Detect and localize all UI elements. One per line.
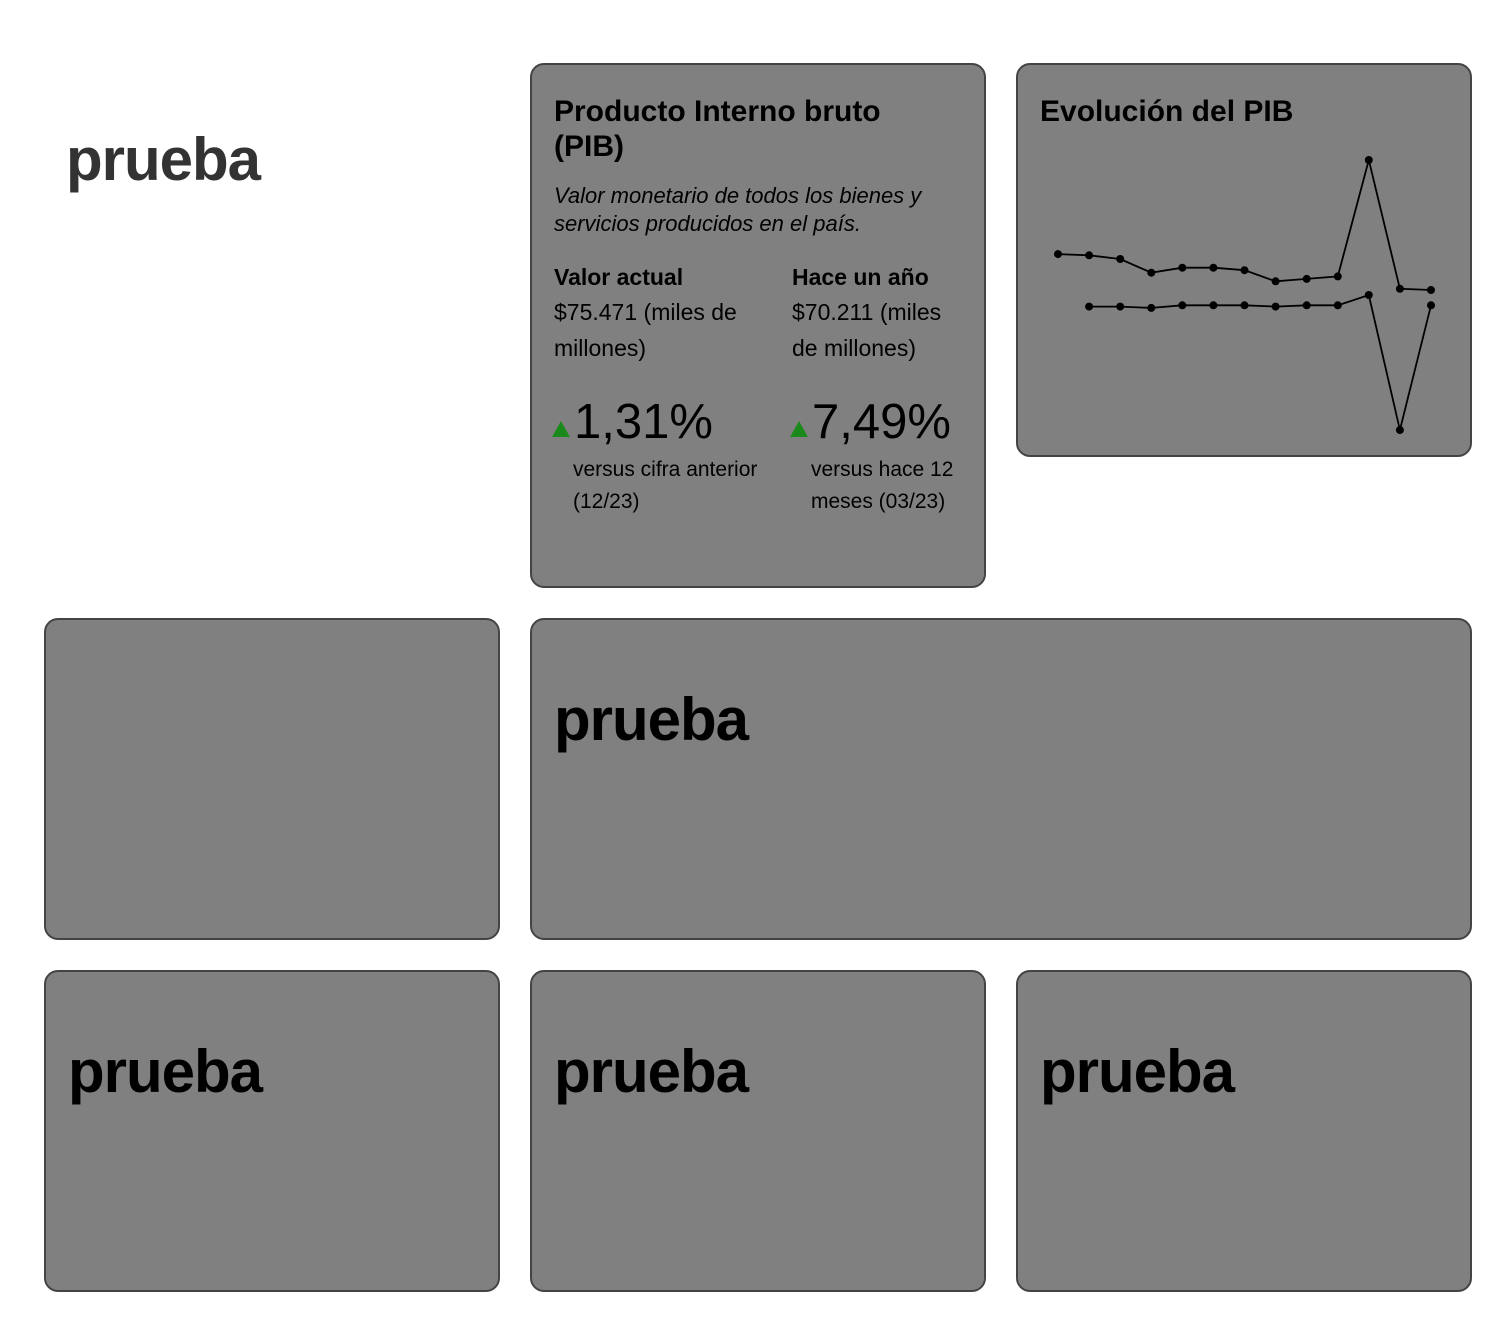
- bottom-left-panel: prueba: [44, 970, 500, 1292]
- chart-title: Evolución del PIB: [1040, 95, 1294, 128]
- series-1-point: [1364, 156, 1373, 164]
- current-change-block: 1,31% versus cifra anterior (12/23): [552, 395, 782, 518]
- series-2-point: [1364, 291, 1373, 299]
- bottom-mid-panel: prueba: [530, 970, 986, 1292]
- series-2-point: [1240, 301, 1249, 310]
- wide-panel: prueba: [530, 618, 1472, 940]
- up-arrow-icon: [552, 421, 570, 437]
- series-2-line: [1089, 293, 1432, 431]
- bottom-right-panel-title: prueba: [1040, 1038, 1235, 1105]
- series-2-point: [1147, 303, 1156, 312]
- series-1-point: [1271, 277, 1280, 286]
- current-change-note: versus cifra anterior (12/23): [573, 458, 758, 513]
- series-1-point: [1395, 284, 1404, 293]
- bottom-mid-panel-title: prueba: [554, 1038, 749, 1105]
- empty-panel: [44, 618, 500, 940]
- series-1-point: [1333, 272, 1342, 281]
- series-2-point: [1271, 302, 1280, 311]
- series-2-point: [1116, 302, 1125, 311]
- pib-chart-card: Evolución del PIB: [1016, 63, 1472, 457]
- current-value-column: Valor actual $75.471 (miles de millones): [554, 262, 774, 366]
- year-change-note: versus hace 12 meses (03/23): [811, 458, 954, 513]
- series-2-point: [1395, 426, 1404, 434]
- series-1-point: [1054, 250, 1062, 259]
- year-ago-column: Hace un año $70.211 (miles de millones): [792, 262, 972, 366]
- series-2-point: [1427, 301, 1435, 310]
- current-value-label: Valor actual: [554, 264, 684, 290]
- pib-card-title: Producto Interno bruto (PIB): [554, 95, 881, 163]
- series-2-point: [1178, 301, 1187, 310]
- series-1-point: [1302, 274, 1311, 283]
- series-1-point: [1240, 266, 1249, 275]
- series-1-point: [1178, 263, 1187, 272]
- up-arrow-icon: [790, 421, 808, 437]
- series-1-point: [1085, 251, 1094, 260]
- pib-card-description: Valor monetario de todos los bienes y se…: [554, 183, 922, 236]
- series-1-point: [1116, 255, 1125, 263]
- series-2-point: [1209, 301, 1218, 310]
- series-1-point: [1209, 263, 1218, 272]
- wide-panel-title: prueba: [554, 686, 749, 753]
- bottom-right-panel: prueba: [1016, 970, 1472, 1292]
- year-ago-value: $70.211 (miles de millones): [792, 299, 942, 361]
- page-title: prueba: [66, 126, 261, 193]
- year-change-block: 7,49% versus hace 12 meses (03/23): [790, 395, 980, 518]
- pib-card: Producto Interno bruto (PIB) Valor monet…: [530, 63, 986, 588]
- pib-sparklines: [1054, 156, 1435, 434]
- series-1-point: [1427, 286, 1435, 294]
- year-change-percent: 7,49%: [812, 395, 951, 449]
- bottom-left-panel-title: prueba: [68, 1038, 263, 1105]
- series-2-point: [1085, 302, 1094, 311]
- current-change-percent: 1,31%: [574, 395, 713, 449]
- current-value: $75.471 (miles de millones): [554, 299, 737, 361]
- year-ago-label: Hace un año: [792, 264, 929, 290]
- series-2-point: [1302, 301, 1311, 310]
- series-1-point: [1147, 268, 1156, 277]
- series-2-point: [1333, 301, 1342, 310]
